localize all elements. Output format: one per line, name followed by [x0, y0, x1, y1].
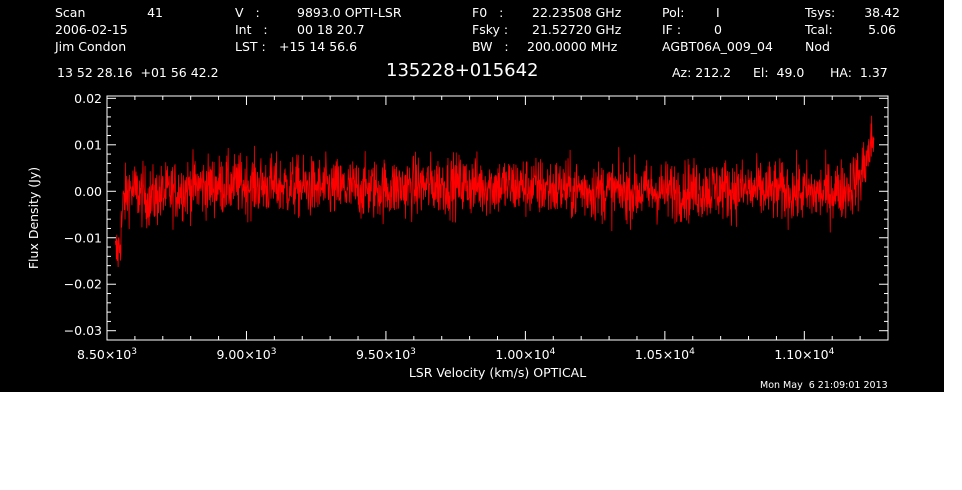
fsky-label: Fsky :: [472, 22, 509, 37]
y-tick-label: 0.02: [74, 91, 102, 106]
project-id: AGBT06A_009_04: [662, 39, 773, 54]
scan-number: 41: [147, 5, 163, 20]
y-tick-label: −0.02: [64, 277, 102, 292]
int-label: Int :: [235, 22, 268, 37]
plot-frame: [106, 95, 889, 341]
source-coordinates: 13 52 28.16 +01 56 42.2: [57, 65, 219, 80]
y-tick-label: −0.03: [64, 323, 102, 338]
if-value: 0: [714, 22, 722, 37]
plot-timestamp: Mon May 6 21:09:01 2013: [760, 380, 888, 391]
spectrum-chart: 8.50×103 9.00×103 9.50×103 1.00×104 1.05×104…: [26, 91, 889, 380]
scan-date: 2006-02-15: [55, 22, 128, 37]
y-tick-label: −0.01: [64, 230, 102, 245]
hour-angle-readout: HA: 1.37: [830, 65, 888, 80]
int-value: 00 18 20.7: [297, 22, 365, 37]
bw-label: BW :: [472, 39, 509, 54]
x-tick-label: 9.50×103: [356, 347, 416, 362]
x-tick-label: 9.00×103: [216, 347, 276, 362]
v-value: 9893.0 OPTI-LSR: [297, 5, 402, 20]
tcal-value: 5.06: [868, 22, 896, 37]
tick-marks: [106, 96, 889, 341]
azimuth-readout: Az: 212.2: [672, 65, 732, 80]
lst-label: LST :: [235, 39, 266, 54]
spectrum-trace-group: [114, 115, 875, 267]
plot-panel: Scan 41 2006-02-15 Jim Condon V : 9893.0…: [0, 0, 944, 392]
y-tick-label: 0.01: [74, 137, 102, 152]
x-tick-label: 1.10×104: [774, 347, 834, 362]
v-label: V :: [235, 5, 260, 20]
observer-name: Jim Condon: [55, 39, 127, 54]
y-tick-label: 0.00: [74, 184, 102, 199]
tsys-label: Tsys:: [805, 5, 836, 20]
tick-label-group: 8.50×103 9.00×103 9.50×103 1.00×104 1.05×104…: [64, 91, 835, 362]
if-label: IF :: [662, 22, 682, 37]
x-tick-label: 8.50×103: [77, 347, 137, 362]
lst-value: +15 14 56.6: [279, 39, 358, 54]
tcal-label: Tcal:: [805, 22, 833, 37]
spectrum-trace: [114, 115, 875, 267]
f0-label: F0 :: [472, 5, 504, 20]
tsys-value: 38.42: [864, 5, 900, 20]
source-name: 135228+015642: [386, 60, 539, 81]
x-tick-label: 1.00×104: [495, 347, 555, 362]
pol-value: I: [716, 5, 720, 20]
y-axis-label: Flux Density (Jy): [26, 167, 41, 269]
observing-mode: Nod: [805, 39, 830, 54]
f0-value: 22.23508 GHz: [532, 5, 622, 20]
x-tick-label: 1.05×104: [635, 347, 695, 362]
elevation-readout: El: 49.0: [753, 65, 805, 80]
fsky-value: 21.52720 GHz: [532, 22, 622, 37]
scan-label: Scan: [55, 5, 86, 20]
x-axis-label: LSR Velocity (km/s) OPTICAL: [409, 365, 586, 380]
bw-value: 200.0000 MHz: [527, 39, 618, 54]
pol-label: Pol:: [662, 5, 685, 20]
